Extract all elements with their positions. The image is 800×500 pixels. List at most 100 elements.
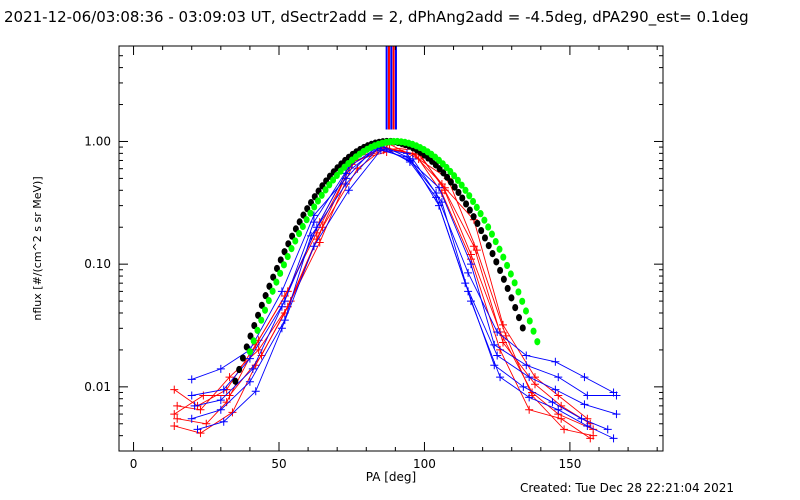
- data-point-marker: [309, 242, 318, 251]
- plot-area: [170, 46, 621, 443]
- model-curve-dot: [440, 169, 447, 177]
- data-point-marker: [525, 393, 534, 402]
- model-curve-dot: [522, 307, 529, 315]
- data-point-marker: [496, 373, 505, 382]
- data-point-marker: [170, 385, 179, 394]
- data-point-marker: [173, 401, 182, 410]
- data-point-marker: [490, 340, 499, 349]
- model-curve-dot: [273, 264, 280, 273]
- model-curve-dot: [250, 337, 257, 345]
- data-point-marker: [467, 260, 475, 269]
- model-curve-dot: [258, 301, 265, 309]
- model-curve-dot: [466, 192, 473, 200]
- data-point-marker: [187, 375, 196, 384]
- model-curve-dot: [493, 258, 500, 266]
- model-curve-dot: [454, 176, 461, 184]
- data-point-marker: [499, 338, 507, 347]
- model-curve-dot: [270, 273, 277, 281]
- model-curve-dot: [459, 194, 466, 202]
- model-curve-dot: [516, 314, 522, 322]
- data-point-marker: [277, 324, 286, 333]
- data-point-marker: [499, 320, 507, 329]
- data-point-marker: [245, 377, 254, 386]
- model-curve-dot: [466, 206, 473, 214]
- data-point-marker: [554, 373, 563, 382]
- model-curve-dot: [330, 176, 337, 184]
- model-curve-dot: [299, 222, 306, 231]
- data-point-marker: [341, 180, 350, 189]
- model-curve-dot: [507, 270, 514, 278]
- data-point-marker: [307, 231, 315, 240]
- model-curve-dot: [489, 249, 496, 258]
- data-point-marker: [277, 302, 286, 311]
- model-curve-dot: [288, 245, 295, 253]
- model-curve-dot: [232, 377, 239, 385]
- model-curve-dot: [318, 191, 325, 199]
- data-point-marker: [344, 186, 353, 195]
- data-point-marker: [493, 327, 502, 336]
- data-point-marker: [467, 297, 475, 306]
- model-curve-dot: [458, 181, 465, 189]
- data-point-marker: [408, 154, 417, 163]
- model-curve-dot: [474, 219, 481, 228]
- chart-title: 2021-12-06/03:08:36 - 03:09:03 UT, dSect…: [4, 8, 749, 26]
- model-curve-dot: [436, 165, 443, 173]
- data-point-marker: [519, 382, 528, 391]
- model-curve-dot: [284, 252, 291, 261]
- model-curve-dot: [463, 200, 470, 208]
- model-curve-dot: [262, 306, 269, 314]
- model-curve-dot: [508, 294, 515, 302]
- model-curve-dot: [519, 324, 526, 332]
- data-point-marker: [554, 391, 563, 400]
- data-point-marker: [557, 414, 566, 423]
- model-curve-dot: [311, 203, 318, 211]
- model-curve-dot: [265, 296, 272, 305]
- model-curve-dot: [500, 253, 507, 261]
- model-curve-dot: [307, 209, 314, 217]
- model-curve-dot: [314, 197, 321, 205]
- data-point-marker: [577, 414, 586, 423]
- data-point-marker: [522, 351, 531, 360]
- x-tick-label: 100: [413, 457, 436, 471]
- model-curve-dot: [296, 229, 303, 238]
- model-curve-dot: [492, 237, 499, 246]
- model-curve-dot: [530, 327, 537, 335]
- model-curve-dot: [455, 188, 462, 197]
- data-point-marker: [216, 396, 225, 405]
- data-point-marker: [525, 405, 534, 414]
- model-curve-dot: [277, 269, 284, 277]
- y-tick-label: 0.10: [84, 257, 111, 271]
- model-curve-dot: [247, 332, 254, 340]
- data-point-marker: [199, 391, 208, 400]
- model-curve-dot: [269, 287, 276, 295]
- data-point-marker: [435, 183, 443, 192]
- model-curve-dot: [497, 266, 504, 275]
- model-curve-dot: [326, 181, 333, 189]
- model-curve-dot: [246, 348, 253, 356]
- model-curve-dot: [470, 213, 477, 221]
- plot-frame: [118, 45, 664, 452]
- data-point-marker: [560, 425, 569, 434]
- model-curve-dot: [451, 183, 458, 191]
- model-curve-dot: [526, 317, 533, 325]
- model-curve-dot: [515, 288, 522, 296]
- model-curve-dot: [477, 210, 484, 218]
- created-timestamp: Created: Tue Dec 28 22:21:04 2021: [520, 481, 735, 495]
- data-point-marker: [277, 287, 286, 296]
- model-curve-dot: [266, 282, 273, 290]
- model-curve-dot: [444, 173, 451, 181]
- data-point-marker: [580, 400, 589, 409]
- data-point-marker: [603, 425, 612, 434]
- data-point-marker: [437, 198, 446, 207]
- model-curve-dot: [236, 365, 243, 374]
- data-point-marker: [548, 398, 557, 407]
- data-point-marker: [170, 421, 179, 430]
- model-curve-dot: [478, 226, 485, 235]
- model-curve-dot: [255, 311, 262, 319]
- data-point-marker: [551, 357, 560, 366]
- data-point-marker: [248, 364, 257, 373]
- model-curve-dot: [504, 284, 511, 293]
- model-curve-dot: [534, 338, 541, 346]
- data-point-marker: [612, 410, 621, 419]
